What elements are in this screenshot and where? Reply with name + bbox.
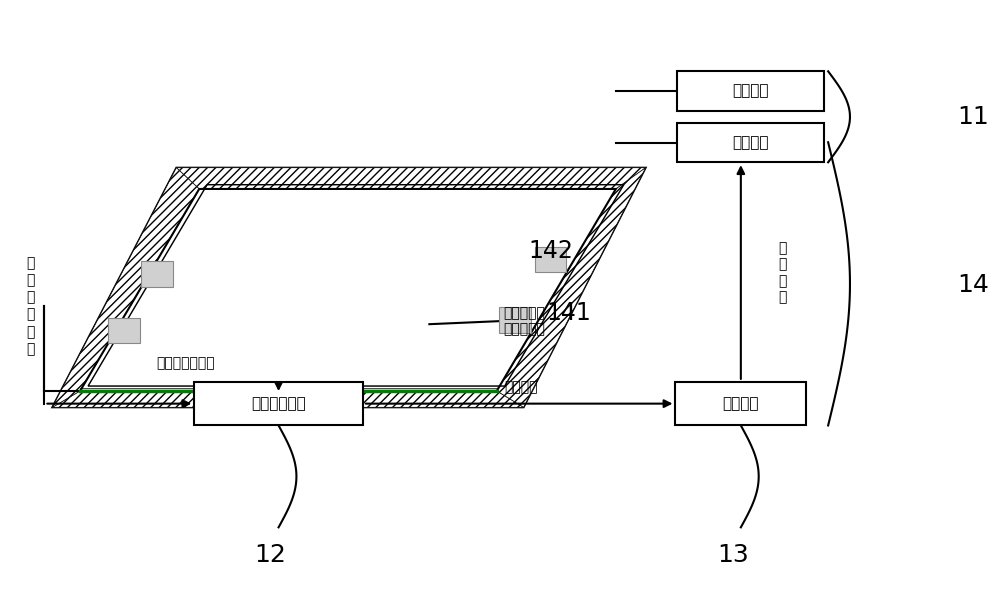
Text: 手
指
位
置
信
息: 手 指 位 置 信 息 (26, 256, 35, 356)
Text: 驱动单元: 驱动单元 (723, 396, 759, 411)
Text: 触觉处理单元: 触觉处理单元 (251, 396, 306, 411)
Polygon shape (497, 168, 646, 407)
Polygon shape (52, 168, 199, 407)
Polygon shape (52, 168, 646, 407)
Text: 信号参数: 信号参数 (504, 380, 537, 394)
Text: 交互单元: 交互单元 (733, 135, 769, 150)
Text: 高频压电陶瓷片: 高频压电陶瓷片 (157, 356, 215, 370)
Text: 142: 142 (529, 239, 573, 263)
FancyBboxPatch shape (499, 307, 531, 333)
FancyBboxPatch shape (108, 318, 140, 343)
Text: 驱
动
信
号: 驱 动 信 号 (778, 241, 787, 304)
Polygon shape (52, 391, 524, 407)
Text: 141: 141 (546, 301, 591, 325)
FancyBboxPatch shape (675, 382, 806, 425)
Text: 13: 13 (717, 542, 749, 567)
Text: 11: 11 (957, 105, 989, 129)
FancyBboxPatch shape (194, 382, 363, 425)
Text: 12: 12 (255, 542, 287, 567)
Text: 定位单元: 定位单元 (733, 83, 769, 99)
FancyBboxPatch shape (535, 247, 566, 272)
FancyBboxPatch shape (677, 123, 824, 162)
FancyBboxPatch shape (141, 261, 173, 286)
Polygon shape (176, 168, 646, 189)
FancyBboxPatch shape (677, 72, 824, 111)
Text: 单点电容屏
液晶显示屏: 单点电容屏 液晶显示屏 (504, 306, 546, 336)
Polygon shape (80, 189, 616, 391)
Text: 14: 14 (957, 273, 989, 297)
